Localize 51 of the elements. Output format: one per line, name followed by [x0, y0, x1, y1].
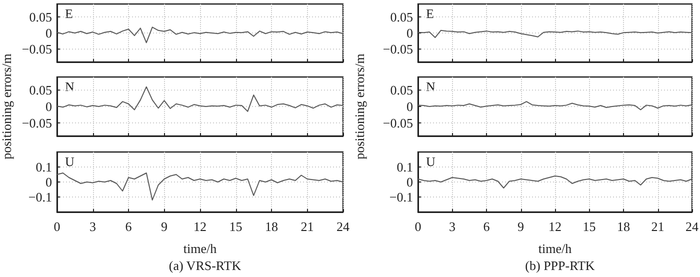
line-series	[418, 176, 692, 188]
y-tick-label: −0.05	[22, 42, 52, 57]
annotation: U	[426, 154, 436, 169]
text: (a) VRS-RTK	[168, 258, 242, 273]
y-tick-label: 0	[406, 174, 413, 190]
annotation: U	[65, 154, 75, 169]
y-tick-label: 0.05	[390, 9, 413, 24]
y-tick-label: −0.05	[22, 115, 52, 130]
line-series	[418, 30, 692, 38]
x-axis-title: time/h	[183, 241, 218, 256]
y-tick-label: 0.05	[390, 82, 413, 98]
y-axis-title: positioning errors/m	[352, 54, 367, 160]
y-tick-label: −0.1	[389, 190, 413, 204]
x-tick-label: 24	[336, 219, 350, 234]
x-tick-label: 9	[161, 219, 168, 234]
annotation: E	[426, 6, 434, 21]
x-tick-label: 6	[125, 219, 132, 234]
x-tick-label: 21	[651, 219, 664, 234]
y-tick-label: 0.05	[29, 9, 52, 24]
y-tick-label: 0	[46, 26, 52, 40]
x-tick-label: 6	[483, 219, 490, 234]
line-series	[56, 26, 344, 44]
y-tick-label: 0.1	[36, 160, 52, 174]
y-tick-label: 0	[46, 99, 52, 114]
x-tick-label: 15	[582, 219, 596, 234]
y-tick-label: 0.1	[396, 160, 413, 174]
line-series	[418, 101, 692, 110]
y-tick-label: −0.05	[382, 42, 413, 57]
x-axis-title: time/h	[538, 241, 572, 256]
x-tick-label: 18	[617, 219, 630, 234]
y-tick-label: −0.05	[382, 115, 413, 130]
annotation: E	[65, 6, 73, 21]
x-tick-label: 12	[548, 219, 562, 234]
y-tick-label: 0	[406, 26, 413, 40]
x-tick-label: 18	[265, 219, 278, 234]
x-tick-label: 24	[686, 219, 699, 234]
annotation: N	[65, 79, 75, 94]
x-tick-label: 3	[449, 219, 456, 234]
x-tick-label: 9	[518, 219, 524, 234]
y-tick-label: 0	[406, 99, 413, 114]
x-tick-label: 21	[300, 219, 314, 234]
y-tick-label: 0	[46, 174, 52, 190]
x-tick-label: 12	[194, 219, 206, 234]
line-series	[56, 172, 344, 200]
annotation: N	[426, 79, 436, 94]
x-tick-label: 15	[229, 219, 242, 234]
x-tick-label: 3	[90, 219, 96, 234]
y-tick-label: −0.1	[28, 190, 52, 204]
text: (b) PPP-RTK	[525, 258, 596, 273]
y-tick-label: 0.05	[29, 82, 52, 98]
y-axis-title: positioning errors/m	[0, 54, 14, 160]
